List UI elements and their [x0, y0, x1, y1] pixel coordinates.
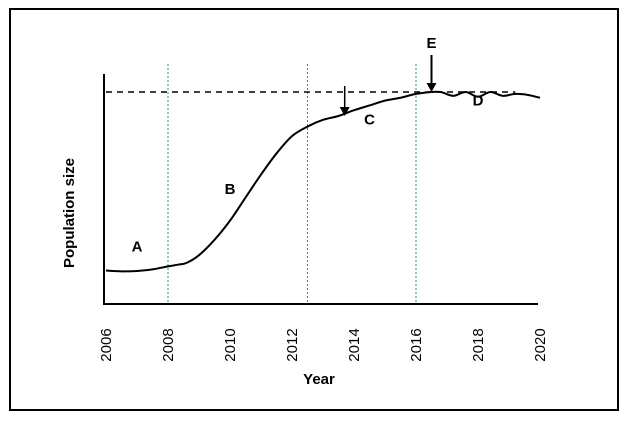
x-tick-label: 2018: [470, 328, 487, 361]
x-tick-label: 2016: [408, 328, 425, 361]
x-tick-label: 2006: [98, 328, 115, 361]
annotation-arrowhead: [339, 107, 350, 116]
annotation-arrowhead: [426, 83, 437, 92]
x-tick-label: 2014: [346, 328, 363, 361]
region-label: C: [364, 112, 375, 129]
region-label: B: [225, 181, 236, 198]
chart-frame: [9, 8, 619, 411]
region-label: D: [473, 92, 484, 109]
arrow-label: E: [426, 35, 436, 52]
x-tick-label: 2012: [284, 328, 301, 361]
population-curve: [105, 90, 541, 273]
x-tick-label: 2020: [532, 328, 549, 361]
x-tick-label: 2010: [222, 328, 239, 361]
x-tick-label: 2008: [160, 328, 177, 361]
region-label: A: [132, 238, 143, 255]
x-axis-title: Year: [303, 371, 335, 388]
y-axis-title: Population size: [61, 158, 78, 268]
